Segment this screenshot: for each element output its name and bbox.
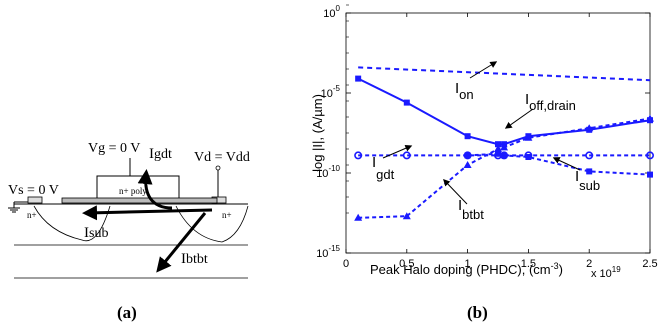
ioff-label: Ioff,drain: [525, 91, 576, 113]
marker-igdt: [645, 151, 654, 160]
marker-isub: [464, 152, 471, 159]
poly-label: n+ poly: [119, 186, 147, 196]
ion-arrow: [469, 61, 498, 79]
ibtbt-arrow-annot: [443, 178, 468, 205]
marker-isub: [501, 152, 508, 159]
caption-b: (b): [467, 303, 488, 322]
marker-ibtbt: [354, 213, 363, 221]
device-diagram: Vs = 0 V Vg = 0 V Vd = Vdd n+ poly n+ n+…: [8, 141, 250, 322]
source-label: n+: [27, 210, 37, 220]
series-line-ioff_drain: [357, 77, 651, 146]
x-tick-label: 0.5: [399, 258, 414, 270]
ibtbt-chart-label: Ibtbt: [458, 197, 484, 222]
drain-label: n+: [222, 210, 232, 220]
marker-igdt: [354, 151, 363, 160]
x-tick-label: 2: [586, 258, 592, 270]
igdt-chart-label: Igdt: [372, 154, 395, 182]
series-line-ibtbt: [358, 117, 651, 219]
series-line-isub: [467, 152, 651, 176]
ioff-arrow: [504, 108, 534, 129]
series-layer: [354, 66, 654, 221]
igdt-arrow: [137, 169, 173, 210]
x-multiplier: x 1019: [591, 265, 621, 280]
marker-ibtbt: [500, 143, 509, 151]
marker-igdt: [402, 151, 411, 160]
marker-ibtbt: [524, 133, 533, 141]
y-axis-label: log |I|, (A/µm): [310, 94, 325, 172]
isub-chart-label: Isub: [575, 168, 600, 193]
current-vs-halo-chart: 0 0.5 1 1.5 2 2.5 10-15 10-10 10-5 100 log |I|, (…: [310, 4, 658, 322]
axis-ticks: 0 0.5 1 1.5 2 2.5 10-15 10-10 10-5 100: [316, 4, 657, 270]
y-tick-label: 10-10: [316, 164, 340, 180]
y-tick-label: 100: [323, 4, 340, 20]
vs-label: Vs = 0 V: [8, 183, 59, 198]
x-tick-label: 0: [343, 258, 349, 270]
igdt-arrow-annot: [382, 144, 413, 159]
marker-ibtbt: [402, 212, 411, 220]
caption-a: (a): [117, 303, 137, 322]
ground-symbol-left: [8, 202, 20, 213]
marker-igdt: [585, 151, 594, 160]
marker-ibtbt: [463, 161, 472, 168]
isub-label: Isub: [84, 225, 108, 241]
x-tick-label: 1.5: [521, 258, 536, 270]
ibtbt-arrow: [156, 212, 207, 273]
y-tick-label: 10-5: [321, 84, 341, 100]
marker-isub: [647, 171, 653, 178]
marker-ioff_drain: [464, 133, 471, 140]
y-tick-label: 10-15: [316, 244, 340, 260]
isub-arrow-annot: [552, 157, 581, 171]
marker-ibtbt: [494, 145, 502, 152]
vg-label: Vg = 0 V: [88, 141, 140, 156]
marker-isub: [495, 150, 501, 157]
drain-terminal: [215, 165, 221, 171]
marker-ibtbt: [585, 124, 594, 132]
vd-label: Vd = Vdd: [194, 150, 250, 165]
marker-ioff_drain: [355, 75, 362, 82]
isub-arrow: [82, 205, 213, 221]
igdt-label: Igdt: [149, 146, 172, 162]
x-tick-label: 2.5: [642, 258, 657, 270]
source-junction: [33, 205, 111, 242]
x-tick-label: 1: [465, 258, 471, 270]
x-axis-label: Peak Halo doping (PHDC), (cm-3): [370, 261, 563, 277]
drain-junction: [175, 205, 249, 243]
ion-label: Ion: [455, 80, 474, 102]
ibtbt-label: Ibtbt: [181, 251, 208, 267]
marker-isub: [586, 168, 593, 175]
marker-isub: [525, 154, 532, 160]
plot-frame: [345, 12, 651, 254]
marker-ioff_drain: [403, 99, 410, 106]
gate-oxide: [61, 197, 218, 204]
marker-ibtbt: [646, 114, 654, 122]
source-contact: [27, 196, 43, 204]
series-line-ion: [358, 66, 651, 82]
marker-ioff_drain: [495, 141, 501, 148]
